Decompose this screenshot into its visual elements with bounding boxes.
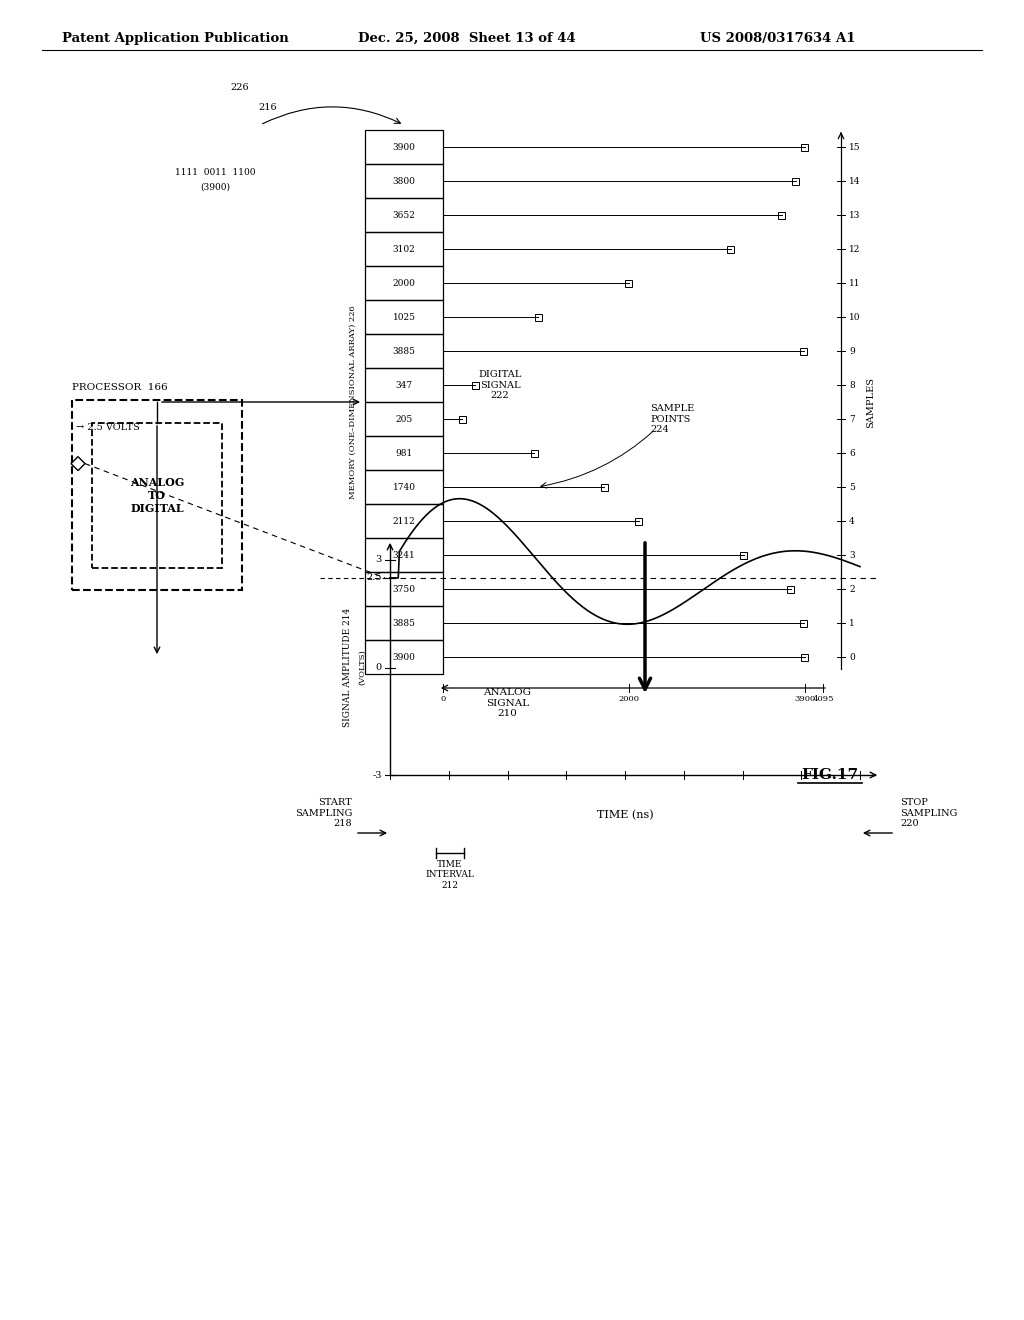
Bar (365, 164, 443, 198)
Text: Dec. 25, 2008  Sheet 13 of 44: Dec. 25, 2008 Sheet 13 of 44 (358, 32, 575, 45)
Text: STOP
SAMPLING
220: STOP SAMPLING 220 (900, 799, 957, 828)
Text: 3900: 3900 (795, 696, 815, 704)
Text: 4095: 4095 (812, 696, 834, 704)
Text: 3900: 3900 (392, 652, 416, 661)
Text: SAMPLE
POINTS
224: SAMPLE POINTS 224 (650, 404, 695, 434)
Text: 2000: 2000 (392, 279, 416, 288)
Text: MEMORY (ONE–DIMENSIONAL ARRAY) 226: MEMORY (ONE–DIMENSIONAL ARRAY) 226 (349, 305, 357, 499)
Text: (3900): (3900) (200, 183, 230, 191)
Bar (740, 552, 748, 558)
Text: 0: 0 (440, 696, 445, 704)
Bar (601, 483, 608, 491)
Text: 3241: 3241 (392, 550, 416, 560)
Text: 12: 12 (849, 244, 860, 253)
Bar (365, 334, 443, 368)
Text: 216: 216 (258, 103, 276, 112)
Bar (778, 211, 785, 219)
Text: 9: 9 (849, 346, 855, 355)
Text: TIME (ns): TIME (ns) (597, 810, 653, 820)
Text: 3652: 3652 (392, 210, 416, 219)
Text: FIG.17: FIG.17 (802, 768, 858, 781)
Text: 6: 6 (849, 449, 855, 458)
Text: 2: 2 (849, 585, 855, 594)
Text: PROCESSOR  166: PROCESSOR 166 (72, 383, 168, 392)
Bar (802, 144, 808, 150)
Bar (365, 403, 443, 436)
Bar (72, 400, 242, 590)
Text: 7: 7 (849, 414, 855, 424)
Bar (365, 129, 443, 164)
Text: 226: 226 (230, 83, 249, 92)
Text: (VOLTS): (VOLTS) (358, 649, 366, 685)
Text: 2.5: 2.5 (367, 573, 382, 582)
Bar (800, 619, 807, 627)
Text: SIGNAL AMPLITUDE 214: SIGNAL AMPLITUDE 214 (343, 609, 352, 727)
Bar (365, 572, 443, 606)
Text: 3885: 3885 (392, 619, 416, 627)
Text: 3: 3 (849, 550, 855, 560)
Text: 205: 205 (395, 414, 413, 424)
Bar (802, 653, 808, 660)
Bar (365, 436, 443, 470)
Text: 8: 8 (849, 380, 855, 389)
Text: Patent Application Publication: Patent Application Publication (62, 32, 289, 45)
Bar (365, 470, 443, 504)
Text: DIGITAL
SIGNAL
222: DIGITAL SIGNAL 222 (478, 370, 521, 400)
Bar (530, 450, 538, 457)
Bar (365, 504, 443, 539)
Text: 347: 347 (395, 380, 413, 389)
Bar (787, 586, 795, 593)
Bar (636, 517, 642, 524)
Bar (365, 300, 443, 334)
Bar (472, 381, 478, 388)
Text: 10: 10 (849, 313, 860, 322)
Bar (365, 606, 443, 640)
Text: 1111  0011  1100: 1111 0011 1100 (175, 168, 256, 177)
Text: US 2008/0317634 A1: US 2008/0317634 A1 (700, 32, 855, 45)
Bar (800, 347, 807, 355)
Text: 2112: 2112 (392, 516, 416, 525)
Text: 981: 981 (395, 449, 413, 458)
Bar (535, 314, 542, 321)
Text: -3: -3 (373, 771, 382, 780)
Text: 5: 5 (849, 483, 855, 491)
Text: 1025: 1025 (392, 313, 416, 322)
Text: 13: 13 (849, 210, 860, 219)
Text: 0: 0 (849, 652, 855, 661)
Text: 3885: 3885 (392, 346, 416, 355)
Text: ANALOG
TO
DIGITAL: ANALOG TO DIGITAL (130, 478, 184, 513)
Bar (727, 246, 734, 252)
Text: START
SAMPLING
218: START SAMPLING 218 (295, 799, 352, 828)
Text: 3: 3 (376, 556, 382, 565)
Text: 15: 15 (849, 143, 860, 152)
Text: 3102: 3102 (392, 244, 416, 253)
Text: → 2.5 VOLTS: → 2.5 VOLTS (76, 424, 140, 433)
Bar (625, 280, 632, 286)
Text: 3900: 3900 (392, 143, 416, 152)
Bar (793, 177, 799, 185)
Text: 4: 4 (849, 516, 855, 525)
Text: SAMPLES: SAMPLES (866, 376, 876, 428)
Bar (459, 416, 466, 422)
Text: 1740: 1740 (392, 483, 416, 491)
Text: 3750: 3750 (392, 585, 416, 594)
Text: 14: 14 (849, 177, 860, 186)
Bar (365, 640, 443, 675)
Bar (92, 422, 222, 568)
Text: 0: 0 (376, 663, 382, 672)
Bar (365, 267, 443, 300)
Text: 1: 1 (849, 619, 855, 627)
Text: 2000: 2000 (618, 696, 639, 704)
Text: 11: 11 (849, 279, 860, 288)
Bar (365, 232, 443, 267)
Text: TIME
INTERVAL
212: TIME INTERVAL 212 (426, 861, 474, 890)
Bar (365, 539, 443, 572)
Bar (365, 368, 443, 403)
Text: 3800: 3800 (392, 177, 416, 186)
Bar (365, 198, 443, 232)
Text: ANALOG
SIGNAL
210: ANALOG SIGNAL 210 (483, 689, 531, 718)
